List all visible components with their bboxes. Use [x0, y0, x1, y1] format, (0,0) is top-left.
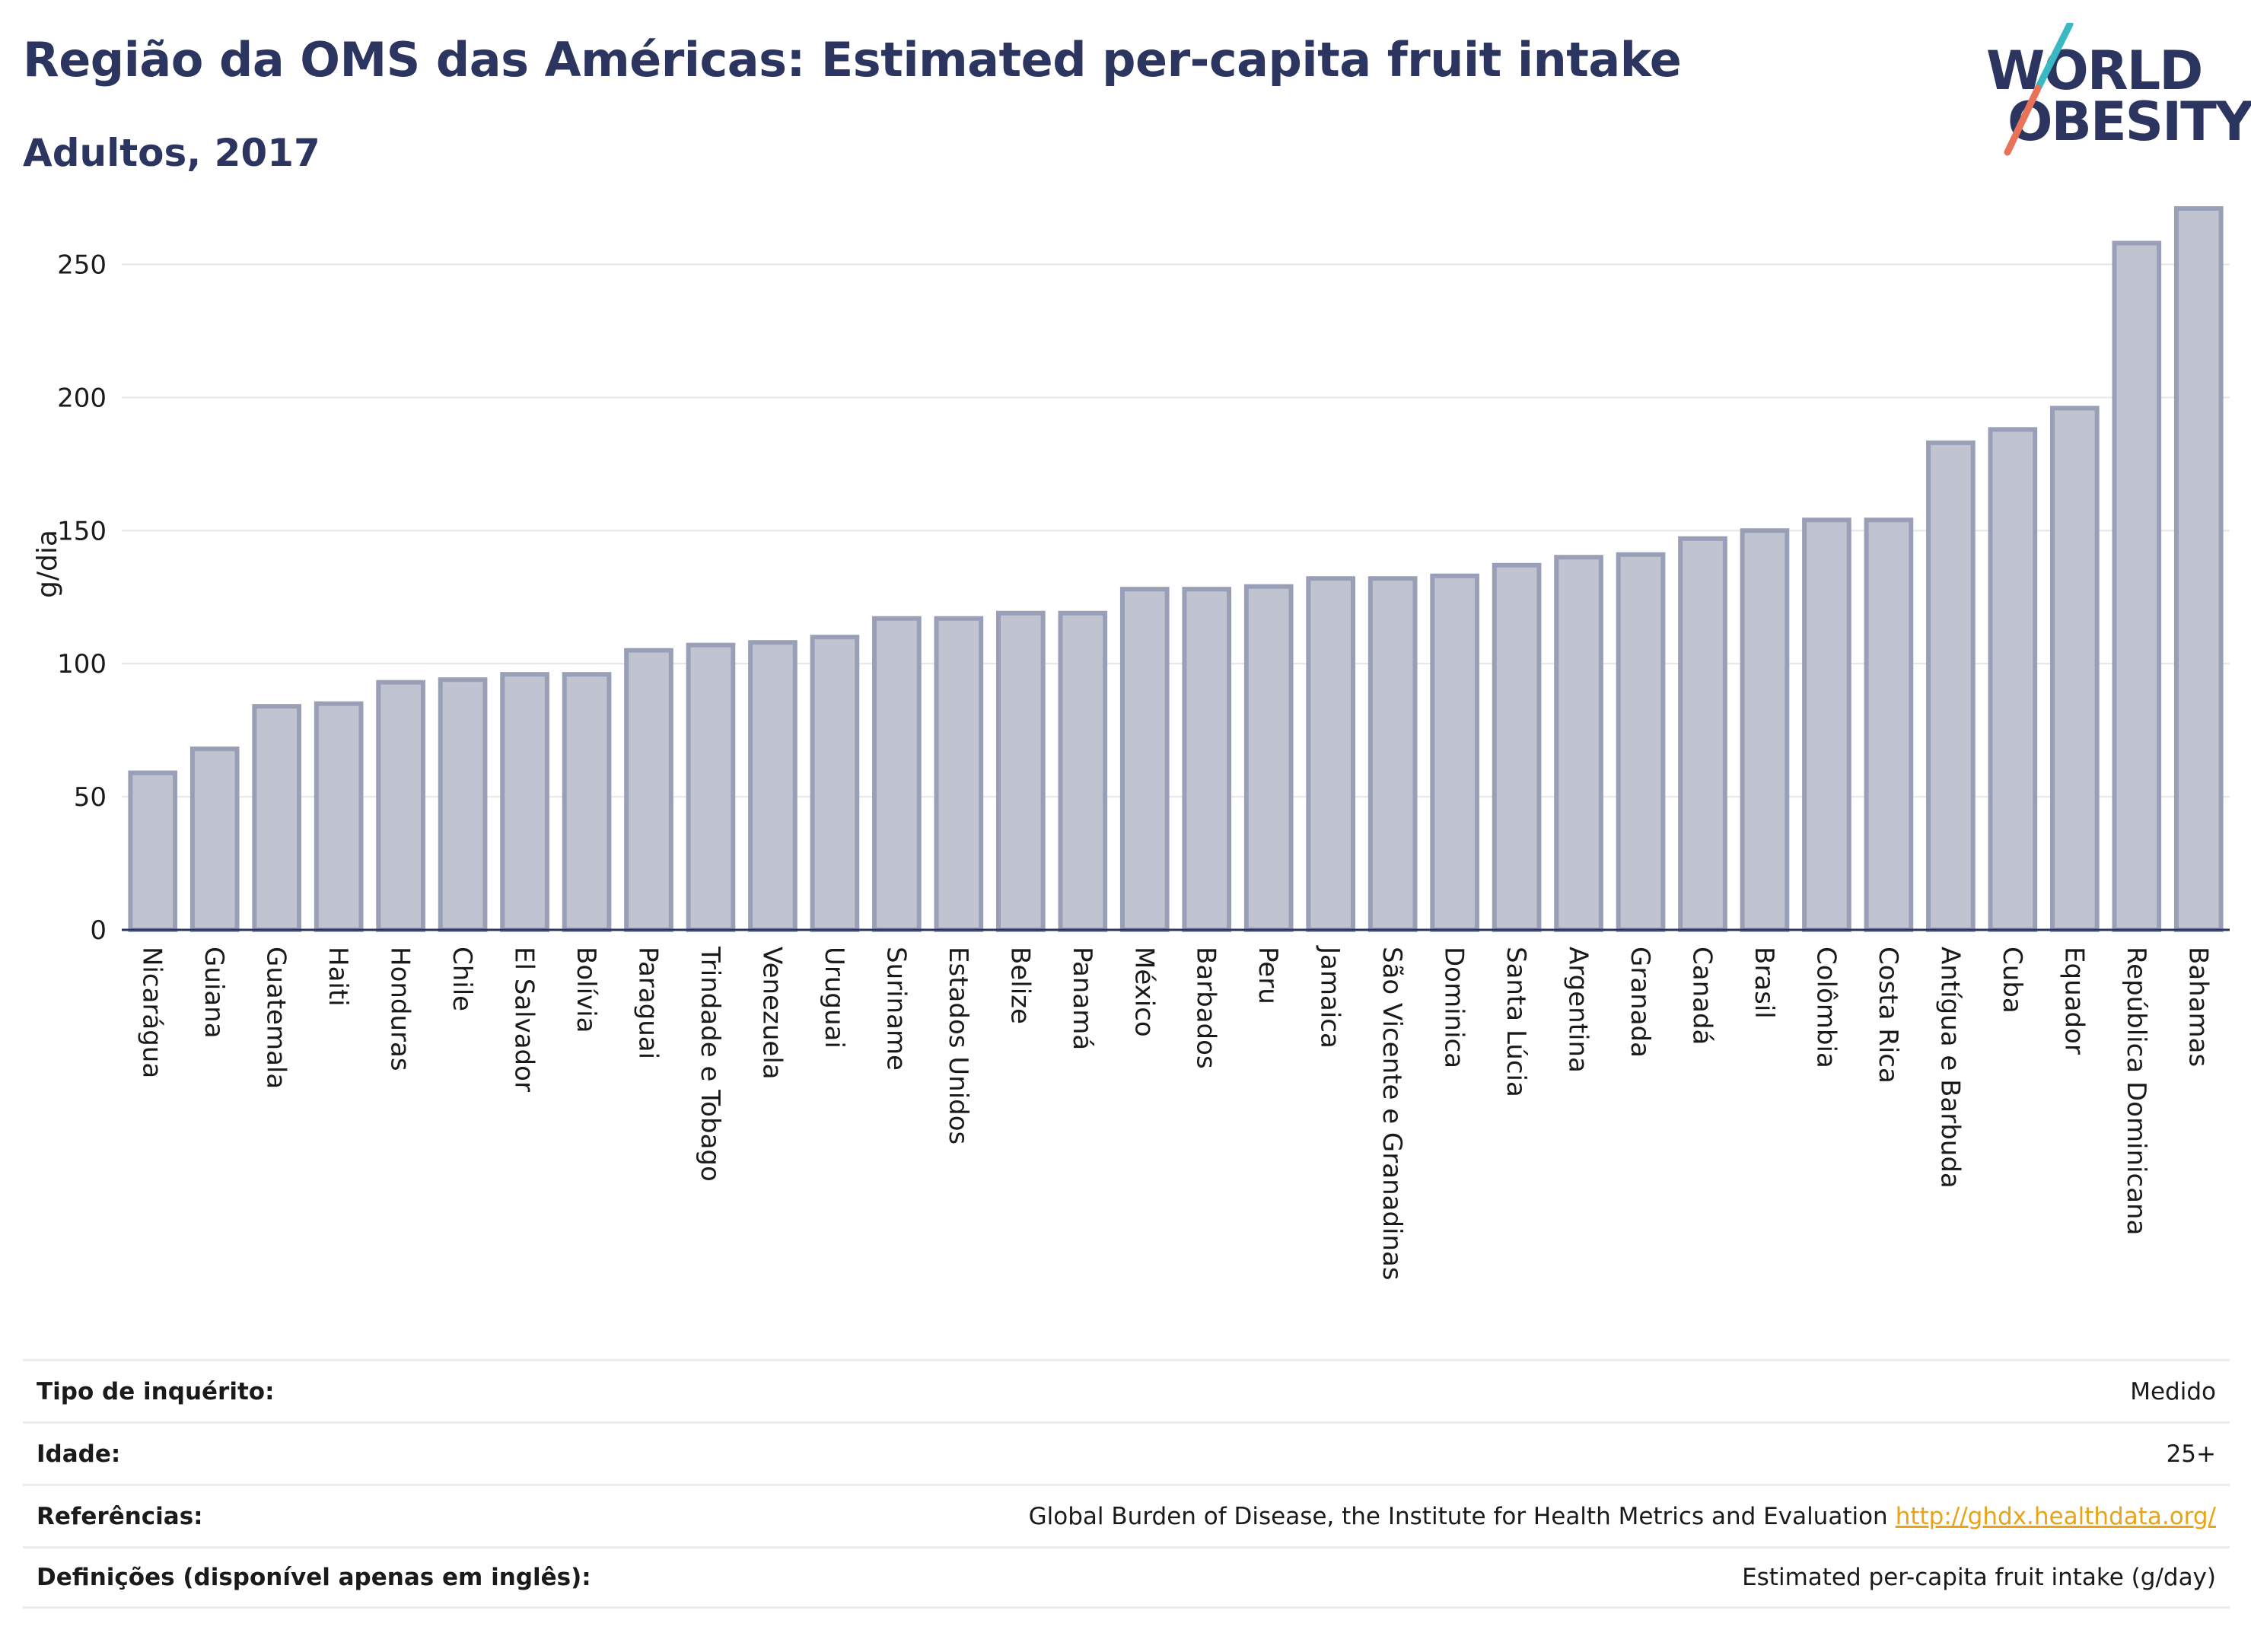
y-tick-label: 150	[57, 516, 107, 546]
bar	[1802, 517, 1851, 932]
bar	[438, 677, 488, 932]
bar	[376, 680, 425, 932]
y-tick-label: 100	[57, 649, 107, 680]
bar	[314, 701, 364, 932]
x-tick-label: Granada	[1625, 947, 1655, 1058]
x-tick-label: El Salvador	[509, 947, 540, 1092]
x-tick-label: Trindade e Tobago	[695, 946, 725, 1182]
y-tick-label: 200	[57, 383, 107, 413]
details-value: Medido	[2130, 1377, 2216, 1405]
x-tick-label: Paraguai	[633, 947, 664, 1059]
x-tick-label: Argentina	[1563, 947, 1594, 1073]
bar	[562, 672, 612, 932]
x-tick-label: Chile	[447, 947, 477, 1011]
chart-subtitle: Adultos, 2017	[23, 131, 320, 175]
y-tick-label: 250	[57, 250, 107, 280]
bar	[189, 746, 240, 933]
x-tick-label: Peru	[1253, 947, 1283, 1004]
bar	[872, 616, 922, 932]
bar	[2173, 205, 2224, 932]
bar	[748, 640, 798, 932]
x-tick-label: Bahamas	[2183, 947, 2213, 1067]
details-table: Tipo de inquérito: Medido Idade: 25+ Ref…	[23, 1359, 2230, 1609]
x-tick-label: Brasil	[1749, 947, 1779, 1019]
x-tick-label: Antígua e Barbuda	[1934, 947, 1965, 1189]
details-label: Idade:	[37, 1440, 121, 1468]
y-axis-title: g/dia	[32, 530, 63, 598]
x-tick-label: Guatemala	[261, 947, 291, 1089]
bar	[1988, 427, 2038, 932]
y-tick-label: 0	[90, 915, 107, 946]
details-value-wrap: Global Burden of Disease, the Institute …	[1029, 1503, 2216, 1530]
logo-word-obesity: OBESITY	[2007, 91, 2251, 153]
y-tick-label: 50	[74, 782, 107, 813]
x-tick-label: Cuba	[1997, 947, 2027, 1014]
x-tick-label: Panamá	[1067, 947, 1097, 1050]
bar	[1430, 573, 1479, 932]
bar	[995, 610, 1046, 932]
bar	[1058, 610, 1108, 932]
details-row-references: Referências: Global Burden of Disease, t…	[23, 1484, 2230, 1546]
details-row-survey-type: Tipo de inquérito: Medido	[23, 1359, 2230, 1421]
x-tick-label: Uruguai	[819, 947, 849, 1049]
bar	[934, 616, 984, 932]
details-value: Global Burden of Disease, the Institute …	[1028, 1502, 1888, 1530]
bar	[2049, 406, 2100, 932]
x-tick-label: Honduras	[385, 947, 415, 1071]
bar	[1864, 517, 1914, 932]
chart-title: Região da OMS das Américas: Estimated pe…	[23, 32, 1682, 88]
bar	[1492, 562, 1542, 932]
bar	[1243, 584, 1294, 932]
bar	[1119, 587, 1170, 932]
bar	[500, 672, 549, 932]
bar	[2112, 240, 2162, 932]
details-row-age: Idade: 25+	[23, 1421, 2230, 1484]
x-tick-label: Santa Lúcia	[1501, 947, 1531, 1097]
x-tick-label: Canadá	[1687, 947, 1718, 1045]
bar-chart: 0 50 100 150 200 250 g/dia Nicarágua Guiana Guate…	[32, 205, 2230, 1281]
reference-link[interactable]: http://ghdx.healthdata.org/	[1895, 1502, 2216, 1530]
details-label: Referências:	[37, 1502, 203, 1530]
x-tick-label: Suriname	[880, 947, 911, 1071]
logo-word-world: WORLD	[1986, 40, 2203, 102]
x-tick-label: México	[1129, 947, 1159, 1037]
bar	[686, 642, 736, 932]
x-tick-label: Dominica	[1439, 947, 1469, 1068]
x-tick-label: Costa Rica	[1873, 947, 1903, 1084]
x-tick-label: Haiti	[323, 947, 353, 1007]
x-tick-label: Nicarágua	[137, 947, 167, 1078]
bar	[1306, 576, 1356, 932]
bar	[810, 635, 860, 932]
bar	[1554, 555, 1603, 932]
x-tick-label: Estados Unidos	[943, 947, 973, 1144]
bar	[1926, 440, 1976, 932]
x-tick-label: São Vicente e Granadinas	[1377, 947, 1407, 1281]
bar	[128, 770, 178, 933]
x-tick-label: Barbados	[1191, 947, 1221, 1069]
details-label: Tipo de inquérito:	[37, 1377, 275, 1405]
logo-slash-icon	[2004, 23, 2074, 156]
x-tick-label: República Dominicana	[2121, 947, 2151, 1235]
bar	[1367, 576, 1418, 932]
x-tick-label: Guiana	[199, 947, 229, 1039]
x-tick-label: Jamaica	[1315, 945, 1345, 1049]
bar	[252, 704, 302, 932]
bar	[1616, 552, 1666, 932]
bar	[624, 648, 673, 932]
x-tick-label: Colômbia	[1810, 947, 1841, 1068]
x-tick-label: Equador	[2058, 947, 2089, 1055]
x-tick-label: Belize	[1005, 947, 1035, 1024]
details-value: 25+	[2166, 1440, 2216, 1468]
bar	[1678, 536, 1727, 932]
details-row-definitions: Definições (disponível apenas em inglês)…	[23, 1546, 2230, 1609]
world-obesity-logo: WORLD OBESITY	[1986, 23, 2251, 160]
x-tick-label: Bolívia	[571, 947, 601, 1033]
bar	[1740, 528, 1790, 932]
details-value: Estimated per-capita fruit intake (g/day…	[1742, 1564, 2216, 1591]
details-label: Definições (disponível apenas em inglês)…	[37, 1564, 591, 1591]
bar	[1182, 587, 1232, 932]
x-tick-label: Venezuela	[756, 947, 787, 1080]
